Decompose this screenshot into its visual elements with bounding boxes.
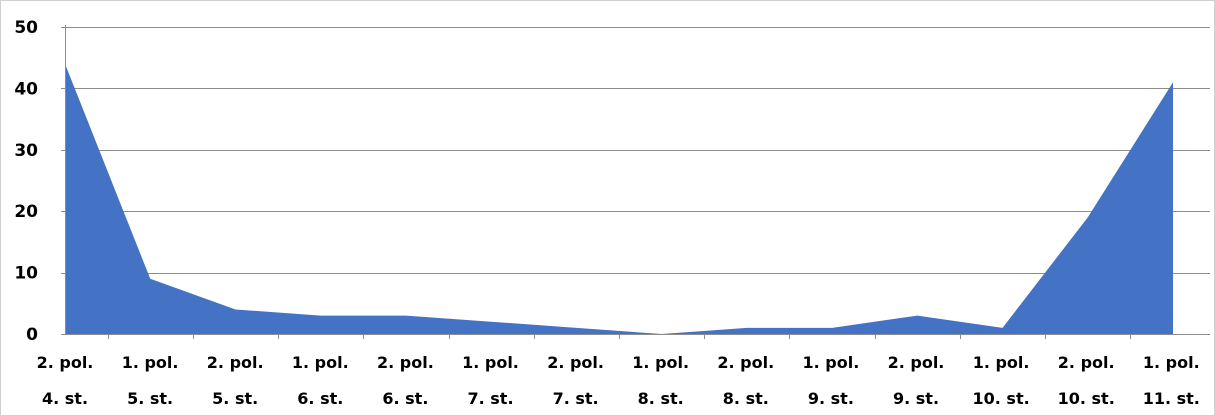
x-tick-label-line: 2. pol. [377,353,434,372]
x-tick-label-line: 1. pol. [1143,353,1200,372]
x-tick-label-line: 2. pol. [888,353,945,372]
x-tick-label: 1. pol. 9. st. [803,353,860,408]
x-tick-label-line: 1. pol. [292,353,349,372]
y-tick-label: 20 [14,202,38,222]
x-tick-label: 2. pol. 8. st. [717,353,774,408]
y-tick-label: 40 [14,79,38,99]
x-tick-label-line: 2. pol. [1058,353,1115,372]
y-tick-labels: 0 10 20 30 40 50 [14,18,38,345]
x-tick-label-line: 8. st. [638,389,684,408]
x-tick-label: 2. pol. 9. st. [888,353,945,408]
x-tick-label-line: 5. st. [212,389,258,408]
x-tick-label-line: 2. pol. [717,353,774,372]
x-tick-label-line: 9. st. [808,389,854,408]
x-tick-label-line: 1. pol. [462,353,519,372]
x-tick-label: 1. pol. 5. st. [122,353,179,408]
x-tick-label-line: 6. st. [382,389,428,408]
x-tick-label-line: 1. pol. [122,353,179,372]
x-tick-label-line: 1. pol. [973,353,1030,372]
x-tick-label-line: 2. pol. [207,353,264,372]
x-tick-label-line: 2. pol. [37,353,94,372]
y-tick-label: 30 [14,141,38,161]
x-tick-label: 2. pol. 5. st. [207,353,264,408]
y-tick-label: 50 [14,18,38,38]
y-tick-label: 10 [14,264,38,284]
area-series [65,63,1173,335]
x-tick-label: 2. pol. 7. st. [547,353,604,408]
x-tick-label-line: 10. st. [1058,389,1115,408]
x-tick-label-line: 2. pol. [547,353,604,372]
x-tick-label: 2. pol. 10. st. [1058,353,1115,408]
x-tick-label: 1. pol. 7. st. [462,353,519,408]
x-tick-label-line: 11. st. [1143,389,1200,408]
x-tick-label-line: 8. st. [723,389,769,408]
x-tick-label-line: 4. st. [42,389,88,408]
x-tick-label: 2. pol. 6. st. [377,353,434,408]
x-tick-label-line: 1. pol. [803,353,860,372]
x-tick-label: 1. pol. 8. st. [632,353,689,408]
gridlines [65,27,1210,274]
x-tick-labels: 2. pol. 4. st.1. pol. 5. st.2. pol. 5. st.1… [37,353,1200,408]
y-tick-label: 0 [26,325,38,345]
x-tick-label-line: 7. st. [467,389,513,408]
x-tick-label-line: 5. st. [127,389,173,408]
x-tick-label-line: 10. st. [973,389,1030,408]
x-tick-label: 2. pol. 4. st. [37,353,94,408]
x-tick-label: 1. pol. 6. st. [292,353,349,408]
x-tick-label-line: 9. st. [893,389,939,408]
x-tick-label-line: 1. pol. [632,353,689,372]
x-tick-label: 1. pol. 11. st. [1143,353,1200,408]
x-tick-label-line: 6. st. [297,389,343,408]
x-tick-label-line: 7. st. [553,389,599,408]
axes [61,25,1210,339]
x-tick-label: 1. pol. 10. st. [973,353,1030,408]
